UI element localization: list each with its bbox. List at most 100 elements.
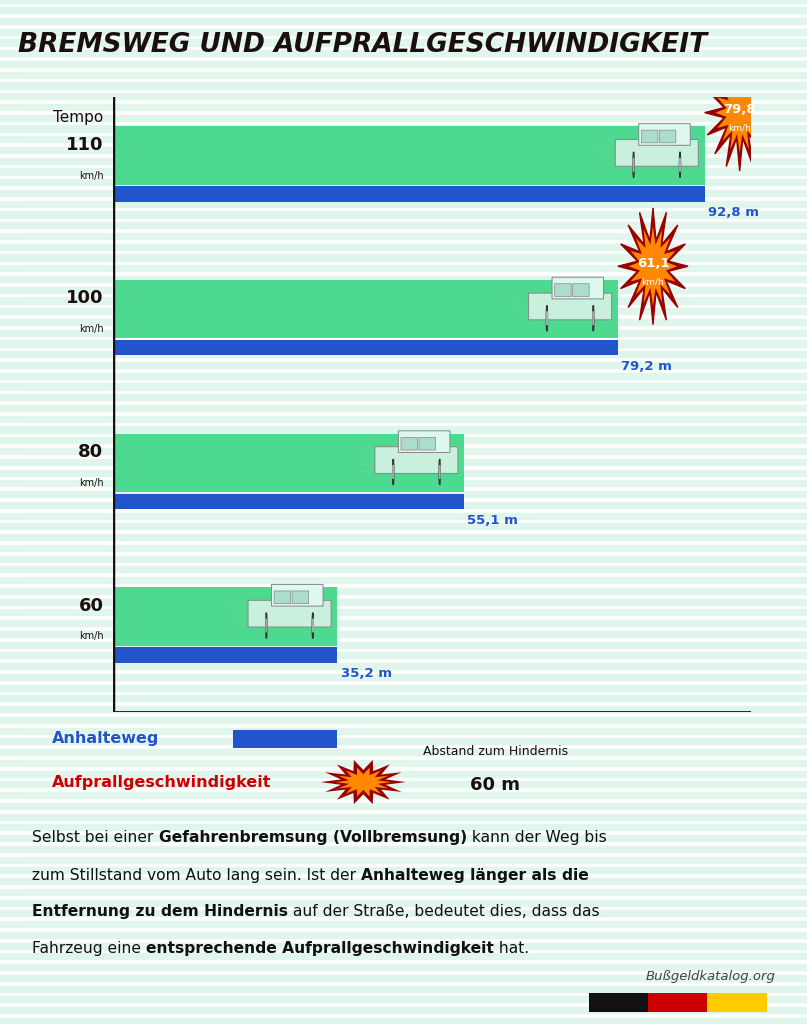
Bar xyxy=(0,18,807,25)
FancyBboxPatch shape xyxy=(615,139,698,166)
Text: 55,1 m: 55,1 m xyxy=(467,513,518,526)
Text: km/h: km/h xyxy=(79,325,103,334)
Bar xyxy=(0,61,807,68)
FancyBboxPatch shape xyxy=(554,284,571,296)
FancyBboxPatch shape xyxy=(248,600,331,627)
Bar xyxy=(0,222,807,228)
Text: Abstand zum Hindernis: Abstand zum Hindernis xyxy=(423,745,568,759)
FancyBboxPatch shape xyxy=(529,293,612,319)
Bar xyxy=(113,340,618,355)
Text: 35,2 m: 35,2 m xyxy=(341,668,391,680)
Text: auf der Straße, bedeutet dies, dass das: auf der Straße, bedeutet dies, dass das xyxy=(288,904,600,919)
Polygon shape xyxy=(705,54,775,171)
Circle shape xyxy=(593,305,594,331)
Bar xyxy=(0,265,807,271)
Text: hat.: hat. xyxy=(494,941,529,956)
Bar xyxy=(113,126,705,184)
Polygon shape xyxy=(716,73,764,153)
Text: 92,8 m: 92,8 m xyxy=(708,206,759,219)
Bar xyxy=(0,706,807,712)
Bar xyxy=(0,308,807,314)
Bar xyxy=(0,147,807,154)
Bar xyxy=(0,760,807,766)
Text: km/h: km/h xyxy=(79,478,103,487)
Bar xyxy=(113,494,464,509)
FancyBboxPatch shape xyxy=(642,130,658,142)
Bar xyxy=(0,406,807,412)
Bar xyxy=(0,609,807,615)
Text: Anhalteweg: Anhalteweg xyxy=(52,731,159,746)
Text: Tempo: Tempo xyxy=(53,110,103,125)
Bar xyxy=(0,244,807,250)
Bar xyxy=(0,115,807,121)
Text: Entfernung zu dem Hindernis: Entfernung zu dem Hindernis xyxy=(32,904,288,919)
Bar xyxy=(0,749,807,755)
Bar xyxy=(0,836,807,842)
Bar xyxy=(0,490,807,497)
Bar xyxy=(0,953,807,959)
Circle shape xyxy=(633,152,634,177)
Text: 60: 60 xyxy=(78,597,103,614)
Bar xyxy=(0,620,807,626)
Bar xyxy=(0,169,807,175)
Bar xyxy=(0,437,807,443)
Bar xyxy=(0,1018,807,1024)
Bar xyxy=(0,652,807,658)
Bar xyxy=(0,0,807,3)
Text: 61,1: 61,1 xyxy=(637,257,669,269)
Bar xyxy=(0,588,807,594)
Polygon shape xyxy=(336,768,391,797)
Bar xyxy=(0,480,807,486)
Bar xyxy=(0,996,807,1002)
Bar xyxy=(0,158,807,164)
Bar xyxy=(0,394,807,400)
Circle shape xyxy=(546,305,547,331)
Bar xyxy=(0,846,807,852)
Circle shape xyxy=(312,612,313,638)
Bar xyxy=(0,351,807,357)
Bar xyxy=(0,738,807,744)
Bar xyxy=(0,136,807,142)
Bar xyxy=(0,319,807,326)
Bar xyxy=(0,900,807,906)
Bar xyxy=(0,942,807,948)
Bar xyxy=(0,910,807,916)
Bar xyxy=(0,555,807,561)
Bar xyxy=(0,276,807,283)
Text: Selbst bei einer: Selbst bei einer xyxy=(32,830,158,845)
Polygon shape xyxy=(618,208,688,325)
Bar xyxy=(0,416,807,422)
Polygon shape xyxy=(321,760,406,804)
Bar xyxy=(0,577,807,583)
Text: zum Stillstand vom Auto lang sein. Ist der: zum Stillstand vom Auto lang sein. Ist d… xyxy=(32,867,362,883)
Polygon shape xyxy=(629,226,677,306)
Bar xyxy=(0,663,807,669)
Text: Anhalteweg länger als die: Anhalteweg länger als die xyxy=(362,867,589,883)
Bar xyxy=(648,993,708,1012)
Bar xyxy=(0,179,807,185)
Bar xyxy=(0,341,807,347)
Text: 110: 110 xyxy=(66,136,103,154)
Text: Bußgeldkatalog.org: Bußgeldkatalog.org xyxy=(646,970,776,983)
Bar xyxy=(0,40,807,46)
Bar xyxy=(0,674,807,680)
Bar xyxy=(0,813,807,819)
Circle shape xyxy=(266,612,267,638)
Bar xyxy=(0,362,807,369)
Text: BREMSWEG UND AUFPRALLGESCHWINDIGKEIT: BREMSWEG UND AUFPRALLGESCHWINDIGKEIT xyxy=(18,32,707,58)
Bar xyxy=(0,427,807,433)
Bar xyxy=(0,932,807,938)
Bar xyxy=(0,512,807,518)
Bar xyxy=(0,330,807,336)
Bar xyxy=(0,631,807,637)
Bar xyxy=(113,280,618,338)
FancyBboxPatch shape xyxy=(639,124,690,145)
Bar xyxy=(0,93,807,99)
Text: km/h: km/h xyxy=(79,171,103,180)
FancyBboxPatch shape xyxy=(292,591,308,603)
Bar xyxy=(0,965,807,971)
Bar xyxy=(0,384,807,390)
FancyBboxPatch shape xyxy=(375,446,458,473)
Bar xyxy=(113,186,705,202)
Text: Fahrzeug eine: Fahrzeug eine xyxy=(32,941,146,956)
